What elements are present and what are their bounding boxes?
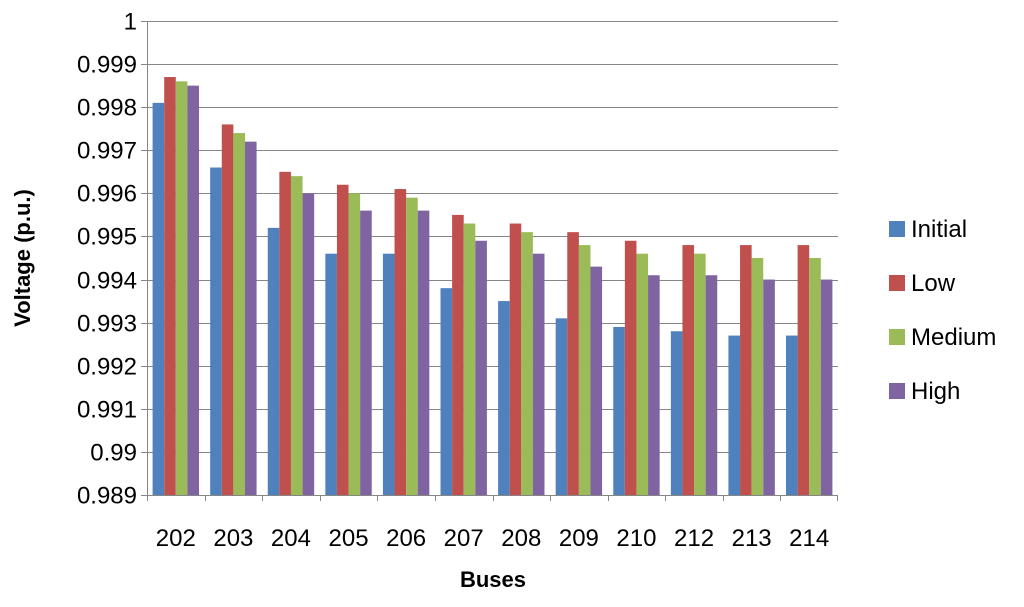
y-tick-label: 0.994 <box>77 268 137 295</box>
bar-medium-206 <box>406 197 418 496</box>
bar-medium-212 <box>694 253 706 495</box>
legend-label: Initial <box>911 216 967 243</box>
bar-low-208 <box>509 223 522 495</box>
x-tick-label: 207 <box>444 525 484 552</box>
bar-low-214 <box>797 245 810 495</box>
bar-medium-203 <box>233 133 245 496</box>
x-tick-label: 203 <box>213 525 253 552</box>
bar-low-205 <box>336 184 349 495</box>
bar-low-203 <box>221 124 234 496</box>
bars <box>152 77 833 496</box>
bar-low-202 <box>164 77 176 496</box>
bar-low-212 <box>682 245 695 495</box>
bar-high-213 <box>763 279 775 495</box>
bar-high-204 <box>302 193 315 496</box>
x-axis-title: Buses <box>460 567 526 592</box>
y-tick-label: 1 <box>124 9 137 36</box>
bar-medium-210 <box>636 253 649 495</box>
bar-medium-213 <box>751 258 764 495</box>
bar-initial-214 <box>786 335 798 495</box>
x-tick-label: 206 <box>386 525 426 552</box>
legend-label: Low <box>911 270 956 297</box>
bar-high-209 <box>590 266 603 495</box>
legend-swatch <box>889 221 905 237</box>
x-tick-label: 208 <box>501 525 541 552</box>
bar-high-202 <box>187 85 199 495</box>
bar-initial-207 <box>440 288 453 495</box>
bar-medium-204 <box>290 176 303 495</box>
bar-low-213 <box>740 245 752 495</box>
gridlines <box>147 21 838 453</box>
bar-medium-202 <box>175 81 188 495</box>
bar-medium-214 <box>809 258 821 495</box>
y-axis-title: Voltage (p.u.) <box>10 189 35 327</box>
bar-high-210 <box>648 275 660 495</box>
bar-medium-207 <box>463 223 476 495</box>
bar-low-207 <box>452 214 464 495</box>
bar-high-207 <box>475 240 487 495</box>
bar-initial-208 <box>498 301 510 495</box>
bar-initial-206 <box>382 253 395 495</box>
y-tick-label: 0.991 <box>77 397 137 424</box>
axes <box>141 21 838 501</box>
y-tick-labels: 0.989 0.99 0.991 0.992 0.993 0.994 0.995 0.996 0… <box>77 9 137 510</box>
x-tick-label: 209 <box>559 525 599 552</box>
x-tick-label: 205 <box>329 525 369 552</box>
y-tick-label: 0.996 <box>77 181 137 208</box>
bar-initial-204 <box>267 227 280 495</box>
bar-medium-208 <box>521 232 533 495</box>
bar-low-210 <box>624 240 637 495</box>
legend-swatch <box>889 275 905 291</box>
bar-initial-203 <box>210 167 222 495</box>
legend-label: High <box>911 378 960 405</box>
x-tick-label: 212 <box>674 525 714 552</box>
y-tick-label: 0.998 <box>77 95 137 122</box>
x-tick-labels: 202 203 204 205 206 207 208 209 210 212 213 214 <box>156 525 829 552</box>
legend-item-high: High <box>889 378 960 405</box>
x-tick-label: 202 <box>156 525 196 552</box>
y-tick-label: 0.995 <box>77 224 137 251</box>
legend-item-medium: Medium <box>889 324 996 351</box>
bar-low-204 <box>279 171 291 495</box>
bar-initial-205 <box>325 253 337 495</box>
x-tick-label: 214 <box>789 525 829 552</box>
y-tick-label: 0.99 <box>90 440 137 467</box>
bar-high-206 <box>417 210 430 495</box>
y-tick-label: 0.993 <box>77 311 137 338</box>
bar-initial-212 <box>670 331 683 495</box>
y-tick-label: 0.999 <box>77 52 137 79</box>
y-tick-label: 0.992 <box>77 354 137 381</box>
bar-medium-205 <box>348 193 361 496</box>
y-tick-label: 0.989 <box>77 483 137 510</box>
bar-medium-209 <box>578 245 591 495</box>
x-tick-label: 210 <box>616 525 656 552</box>
bar-low-209 <box>567 232 579 495</box>
bar-high-208 <box>532 253 545 495</box>
legend: Initial Low Medium High <box>889 216 996 405</box>
bar-initial-202 <box>152 102 165 496</box>
bar-initial-213 <box>728 335 741 495</box>
y-tick-label: 0.997 <box>77 138 137 165</box>
bar-low-206 <box>394 189 407 496</box>
bar-high-214 <box>820 279 833 495</box>
x-tick-label: 204 <box>271 525 311 552</box>
bar-high-205 <box>360 210 372 495</box>
bar-high-203 <box>244 141 257 495</box>
legend-swatch <box>889 329 905 345</box>
bar-initial-210 <box>613 326 625 495</box>
legend-item-low: Low <box>889 270 956 297</box>
bar-high-212 <box>705 275 718 495</box>
x-tick-label: 213 <box>732 525 772 552</box>
legend-item-initial: Initial <box>889 216 967 243</box>
legend-label: Medium <box>911 324 996 351</box>
legend-swatch <box>889 383 905 399</box>
bar-initial-209 <box>555 318 568 495</box>
